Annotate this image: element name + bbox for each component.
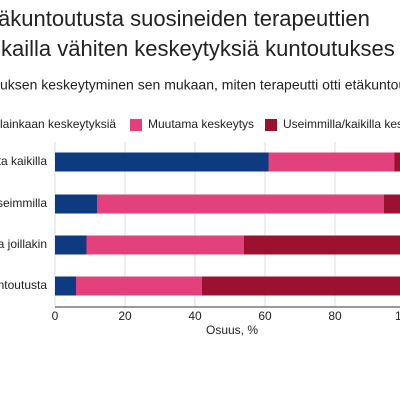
- y-tick-label: kuntoutusta: [0, 278, 47, 292]
- bar-segment: [268, 152, 395, 172]
- x-tick-label: 40: [188, 309, 202, 323]
- legend-label: Muutama keskeytys: [148, 117, 254, 131]
- x-tick-label: 20: [118, 309, 132, 323]
- x-tick-label: 0: [52, 309, 59, 323]
- y-tick-label: ta kaikilla: [0, 154, 47, 168]
- title-line: äkuntoutusta suosineiden terapeuttien: [0, 6, 370, 31]
- bar-segment: [55, 235, 87, 255]
- bar-segment: [244, 235, 400, 255]
- bar-segment: [97, 194, 384, 214]
- legend-swatch: [130, 119, 142, 131]
- bar-segment: [55, 194, 97, 214]
- bar-segment: [55, 276, 76, 296]
- legend-label: lainkaan keskeytyksiä: [0, 117, 116, 131]
- bar-segment: [384, 194, 400, 214]
- bar-segment: [394, 152, 400, 172]
- title-line: kailla vähiten keskeytyksiä kuntoutukses: [1, 36, 395, 61]
- x-tick-label: 60: [258, 309, 272, 323]
- bar-segment: [76, 276, 202, 296]
- y-tick-label: seimmilla: [0, 196, 47, 210]
- subtitle: uksen keskeytyminen sen mukaan, miten te…: [0, 77, 400, 93]
- x-tick-label: 100: [395, 309, 400, 323]
- y-tick-label: a joillakin: [0, 237, 47, 251]
- bar-segment: [202, 276, 400, 296]
- legend-label: Useimmilla/kaikilla kesk: [283, 117, 400, 131]
- legend-swatch: [265, 119, 277, 131]
- bar-segment: [86, 235, 244, 255]
- bar-segment: [55, 152, 269, 172]
- x-axis-label: Osuus, %: [206, 323, 258, 337]
- x-tick-label: 80: [328, 309, 342, 323]
